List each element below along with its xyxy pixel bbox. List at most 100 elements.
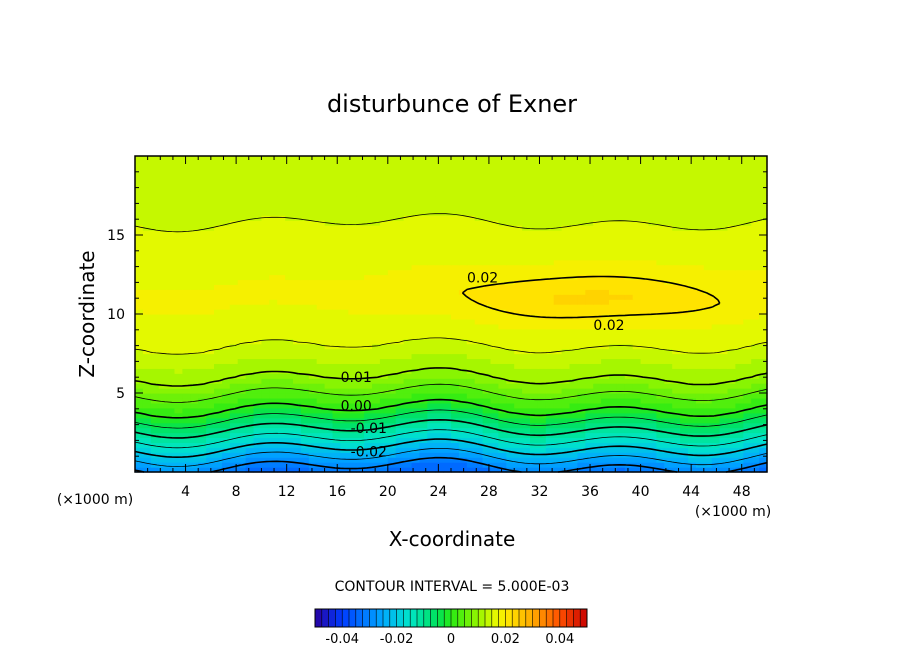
field-cell [601,432,610,439]
field-cell [198,225,207,231]
field-cell [466,437,476,443]
field-cell [530,393,539,399]
field-cell [458,427,468,434]
field-cell [253,422,262,429]
field-cell [261,195,270,202]
field-cell [593,402,602,409]
field-cell [443,432,452,439]
field-cell [506,462,515,468]
field-cell [277,230,286,236]
field-cell [316,358,326,364]
field-cell [324,378,334,384]
field-cell [237,422,247,429]
field-cell [221,205,231,211]
field-cell [474,358,484,364]
field-cell [158,368,168,374]
field-cell [585,383,594,389]
field-cell [688,467,697,473]
field-cell [482,259,492,266]
field-cell [537,185,547,192]
field-cell [537,467,547,473]
field-cell [688,230,697,236]
field-cell [759,383,768,389]
field-cell [387,333,397,340]
field-cell [214,358,223,364]
field-cell [577,190,586,197]
field-cell [348,269,357,276]
field-cell [387,462,397,468]
field-cell [214,259,223,266]
field-cell [624,452,634,458]
field-cell [332,442,341,448]
field-cell [214,309,223,315]
field-cell [435,368,444,374]
field-cell [308,239,318,246]
field-cell [711,185,721,192]
field-cell [482,190,492,197]
field-cell [261,314,270,320]
field-cell [135,314,144,320]
field-cell [135,402,144,409]
field-cell [245,160,255,167]
field-cell [332,185,341,192]
field-cell [632,348,642,355]
field-cell [443,180,452,187]
field-cell [142,457,152,463]
field-cell [150,314,160,320]
field-cell [514,373,523,379]
field-cell [403,264,413,271]
field-cell [490,348,499,355]
field-cell [451,299,460,305]
field-cell [150,309,160,315]
field-cell [245,427,255,434]
field-cell [356,294,365,300]
field-cell [419,195,428,202]
field-cell [372,225,381,231]
field-cell [656,200,665,206]
field-cell [261,348,270,355]
field-cell [316,185,326,192]
field-cell [664,343,673,350]
field-cell [451,195,460,202]
field-cell [522,170,531,177]
field-cell [316,264,326,271]
field-cell [443,348,452,355]
field-cell [308,309,318,315]
field-cell [403,427,413,434]
field-cell [237,388,247,394]
field-cell [601,378,610,384]
field-cell [593,348,602,355]
field-cell [142,318,152,325]
field-cell [569,457,578,463]
field-cell [522,235,531,241]
field-cell [364,388,373,394]
field-cell [419,368,428,374]
field-cell [332,457,341,463]
field-cell [190,358,199,364]
field-cell [387,269,397,276]
field-cell [727,309,736,315]
field-cell [427,333,436,340]
field-cell [711,358,721,364]
field-cell [474,338,484,345]
field-cell [664,254,673,261]
field-cell [466,254,476,261]
field-cell [601,284,610,290]
field-cell [142,289,152,295]
field-cell [135,299,144,305]
field-cell [498,165,507,172]
field-cell [474,467,484,473]
field-cell [214,235,223,241]
field-cell [743,309,752,315]
field-cell [624,210,634,216]
field-cell [324,348,334,355]
field-cell [514,318,523,325]
field-cell [387,180,397,187]
field-cell [285,388,294,394]
field-cell [609,363,618,369]
field-cell [672,205,681,211]
field-cell [269,314,278,320]
field-cell [735,383,744,389]
field-cell [498,333,507,340]
field-cell [727,259,736,266]
